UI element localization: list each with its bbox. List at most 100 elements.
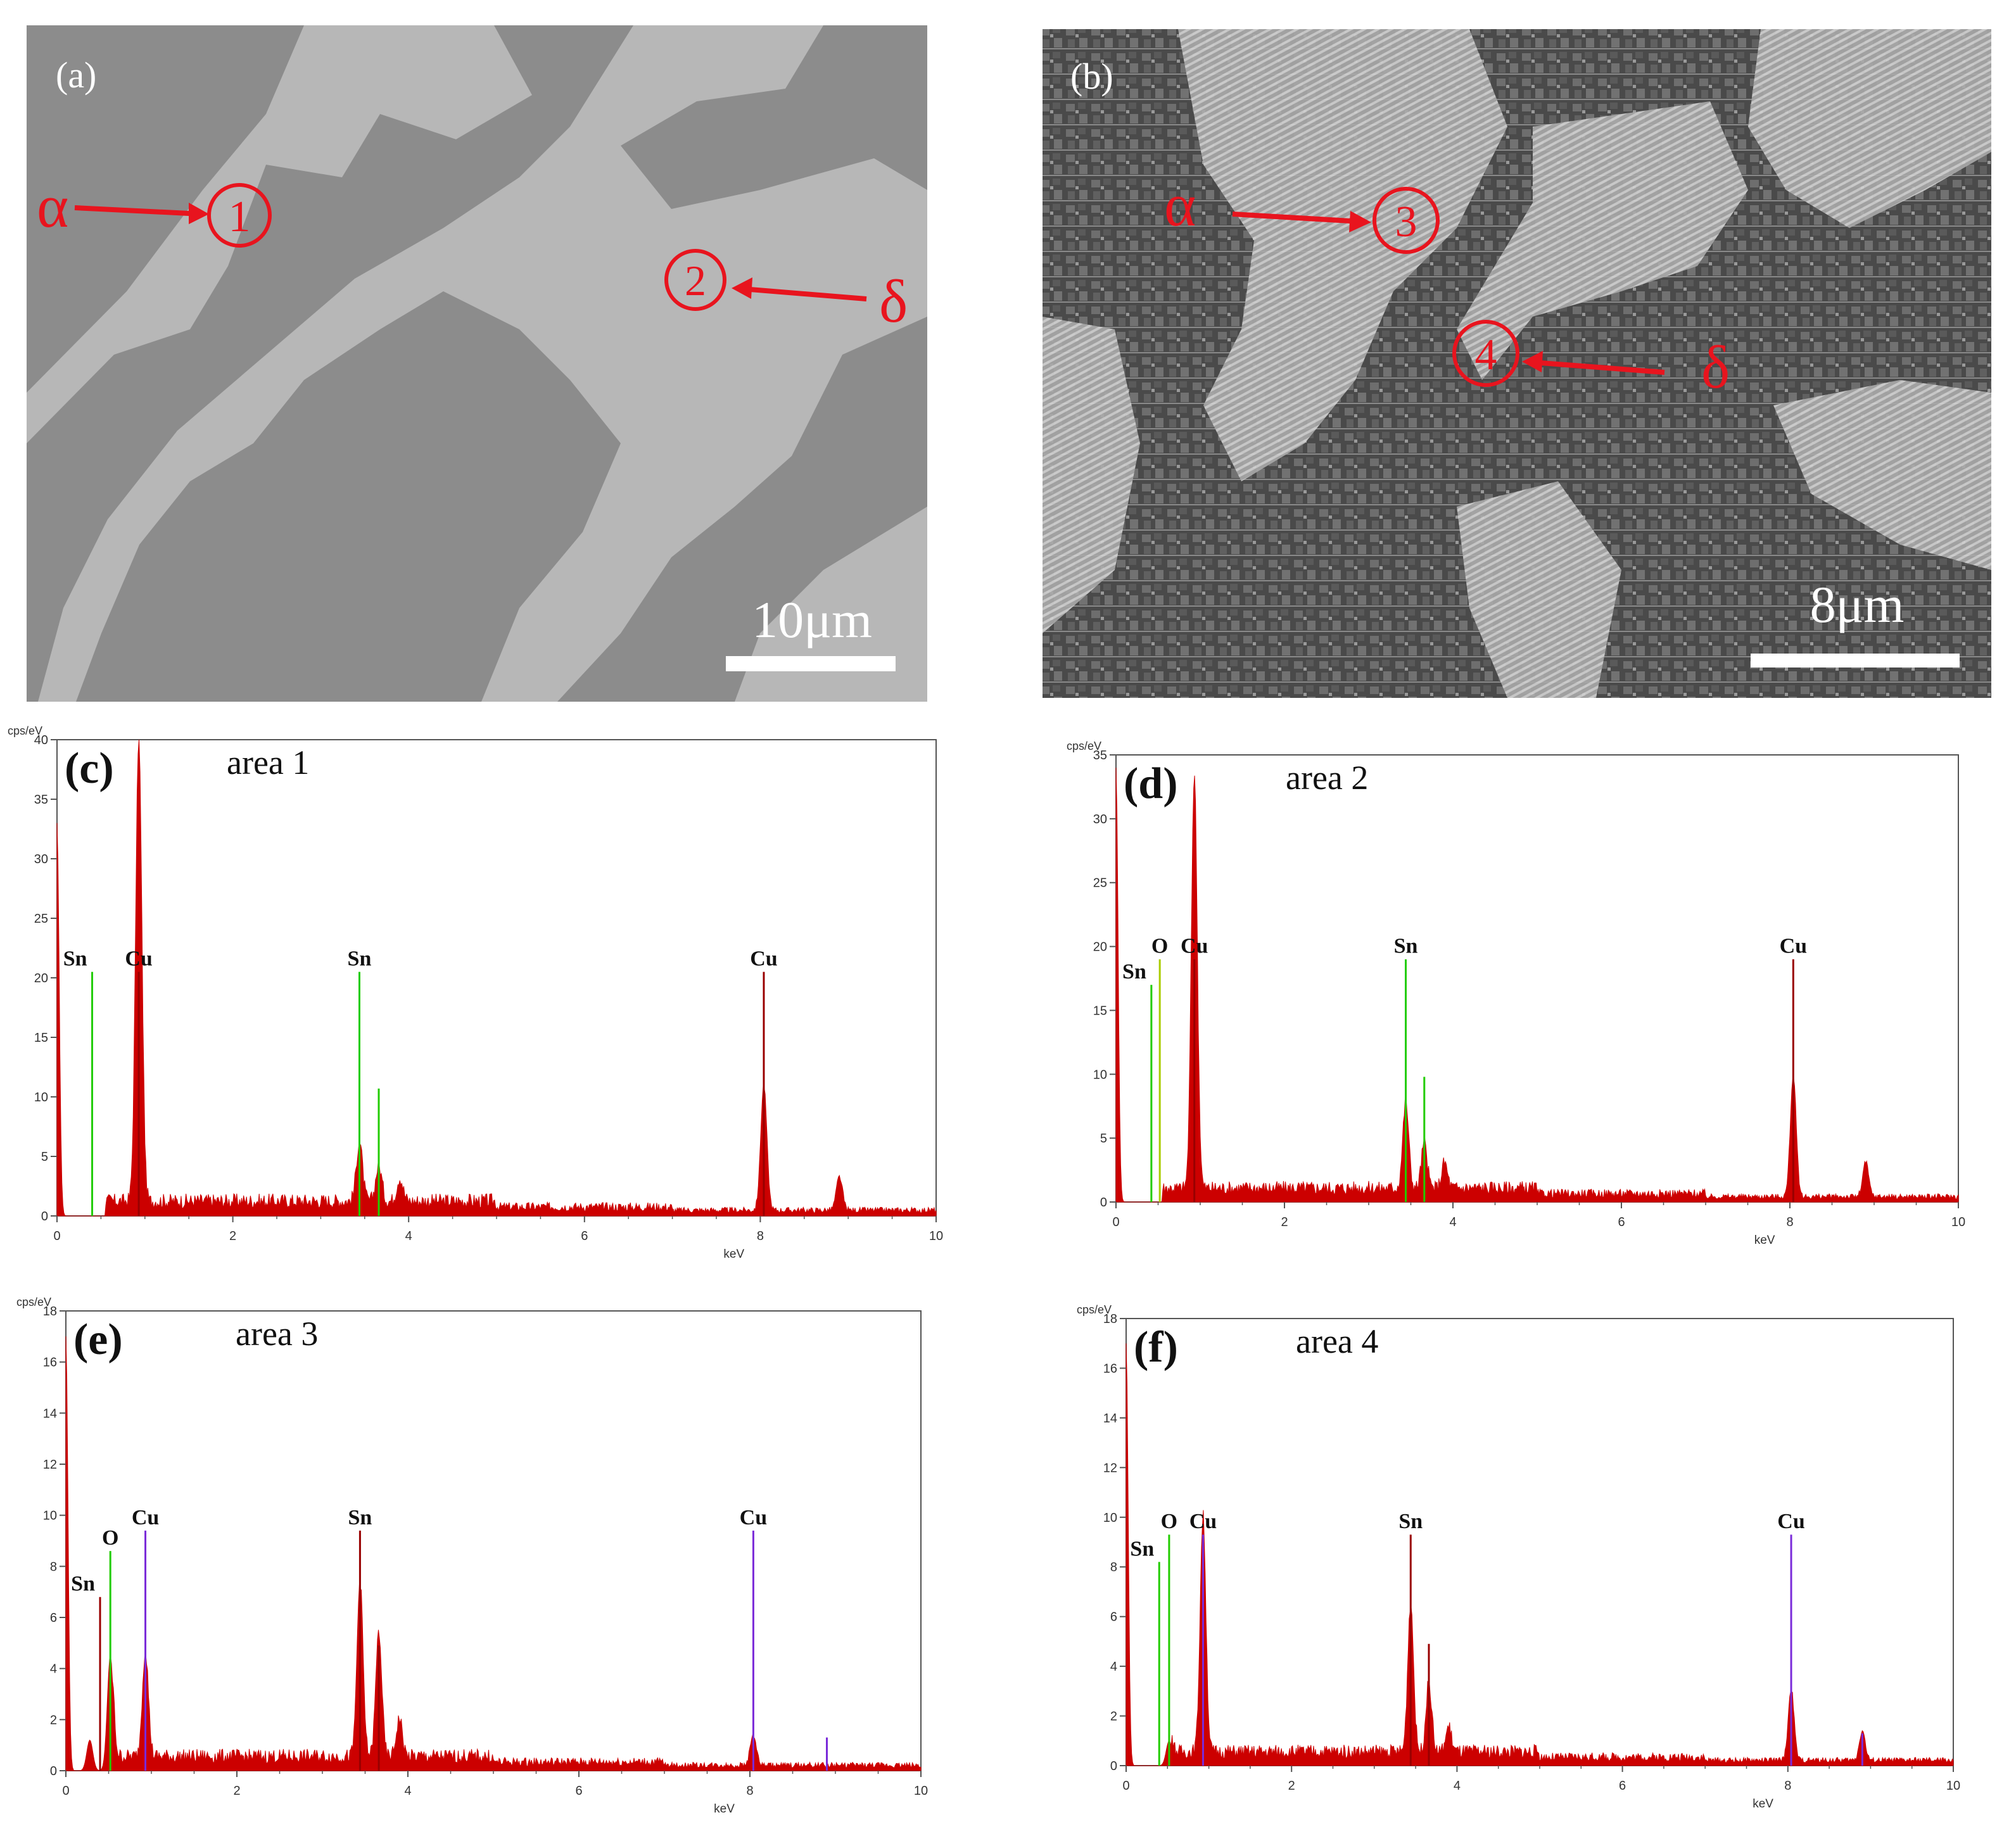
annotation-area-3: α 3 xyxy=(1164,171,1440,254)
micrograph-b: (b) α 3 4 δ 8μm xyxy=(1043,29,1991,698)
y-tick-label: 30 xyxy=(1093,813,1107,826)
y-tick-label: 6 xyxy=(1110,1610,1117,1624)
y-tick-label: 30 xyxy=(34,852,48,866)
arrow-head-area-4 xyxy=(1522,351,1543,372)
area-marker-number-4: 4 xyxy=(1475,331,1497,379)
plot-frame xyxy=(65,1310,922,1771)
x-tick-label: 0 xyxy=(53,1229,60,1243)
x-tick-label: 2 xyxy=(1288,1779,1295,1793)
y-tick-label: 15 xyxy=(34,1031,48,1045)
scale-bar-label-a: 10μm xyxy=(752,591,872,648)
x-tick-label: 4 xyxy=(404,1784,411,1798)
arrow-line-area-4 xyxy=(1532,360,1665,375)
x-tick-label: 0 xyxy=(1122,1779,1129,1793)
y-tick-label: 15 xyxy=(1093,1004,1107,1018)
panel-label: (c) xyxy=(65,744,114,793)
y-tick-label: 20 xyxy=(1093,940,1107,954)
element-label: Sn xyxy=(71,1572,95,1596)
arrow-line-area-3 xyxy=(1232,212,1362,224)
spectrum-chart-d: SnO Cu Sn Cu0 2 4 6 8 1005101520253035cps/eVkeV(… xyxy=(1067,740,1965,1247)
y-tick-label: 35 xyxy=(1093,749,1107,762)
arrow-head-area-1 xyxy=(189,203,209,224)
x-tick-label: 0 xyxy=(1112,1215,1119,1229)
spectrum-area xyxy=(56,739,937,1217)
arrow-line-area-1 xyxy=(74,205,202,217)
x-tick-label: 4 xyxy=(1454,1779,1461,1793)
panel-label: (f) xyxy=(1134,1323,1178,1372)
y-tick-label: 0 xyxy=(41,1210,48,1224)
x-axis-label: keV xyxy=(714,1802,735,1816)
y-tick-label: 12 xyxy=(1103,1461,1117,1475)
y-tick-label: 14 xyxy=(43,1407,57,1420)
chart-title: area 3 xyxy=(236,1315,318,1353)
y-tick-label: 0 xyxy=(50,1764,57,1778)
y-tick-label: 10 xyxy=(1093,1068,1107,1082)
chart-title: area 1 xyxy=(227,743,309,781)
y-tick-label: 4 xyxy=(50,1662,57,1676)
plot-frame xyxy=(1115,754,1959,1203)
y-tick-label: 8 xyxy=(1110,1560,1117,1574)
area-marker-circle-4 xyxy=(1452,320,1519,387)
area-marker-circle-2 xyxy=(664,249,726,311)
annotation-area-2: 2 δ xyxy=(664,249,908,335)
delta-phase-network xyxy=(27,25,927,702)
x-axis-label: keV xyxy=(1753,1797,1773,1811)
y-axis-unit-label: cps/eV xyxy=(1077,1303,1112,1316)
x-tick-label: 10 xyxy=(929,1229,943,1243)
x-tick-label: 4 xyxy=(1449,1215,1456,1229)
x-tick-label: 0 xyxy=(62,1784,69,1798)
x-tick-label: 6 xyxy=(1619,1779,1626,1793)
y-tick-label: 35 xyxy=(34,793,48,807)
striated-phase-regions xyxy=(1043,29,1991,698)
x-tick-label: 10 xyxy=(914,1784,928,1798)
y-tick-label: 12 xyxy=(43,1458,57,1472)
arrow-head-area-3 xyxy=(1349,211,1371,232)
chart-title: area 4 xyxy=(1296,1322,1378,1360)
area-marker-circle-3 xyxy=(1373,187,1440,254)
y-tick-label: 10 xyxy=(1103,1511,1117,1525)
plot-frame xyxy=(1125,1318,1954,1766)
x-tick-label: 8 xyxy=(1786,1215,1793,1229)
element-label: Sn xyxy=(348,1506,372,1529)
spectrum-area xyxy=(1125,1343,1954,1766)
chart-title: area 2 xyxy=(1286,759,1368,797)
element-label: Sn xyxy=(1394,935,1418,958)
area-marker-number-3: 3 xyxy=(1395,198,1417,246)
element-label: Sn xyxy=(348,947,372,971)
y-axis-unit-label: cps/eV xyxy=(16,1296,51,1308)
y-tick-label: 4 xyxy=(1110,1660,1117,1674)
element-label: Cu xyxy=(740,1506,767,1529)
y-axis-unit-label: cps/eV xyxy=(8,724,42,737)
y-tick-label: 0 xyxy=(1100,1196,1107,1210)
y-tick-label: 10 xyxy=(43,1509,57,1523)
annotation-area-1: α 1 xyxy=(37,172,272,248)
phase-symbol-delta-a: δ xyxy=(879,267,908,335)
area-marker-number-2: 2 xyxy=(685,256,706,305)
x-tick-label: 6 xyxy=(575,1784,582,1798)
element-label: Sn xyxy=(1130,1537,1154,1560)
element-label: O xyxy=(1151,935,1168,958)
x-tick-label: 4 xyxy=(405,1229,412,1243)
area-marker-number-1: 1 xyxy=(229,193,251,241)
y-tick-label: 8 xyxy=(50,1560,57,1574)
phase-symbol-delta-b: δ xyxy=(1701,333,1730,401)
panel-label-a: (a) xyxy=(56,54,96,96)
x-tick-label: 8 xyxy=(1784,1779,1791,1793)
x-tick-label: 8 xyxy=(757,1229,764,1243)
element-label: Cu xyxy=(1780,935,1807,958)
y-tick-label: 25 xyxy=(34,912,48,926)
y-tick-label: 14 xyxy=(1103,1412,1117,1426)
element-label: Cu xyxy=(1189,1510,1217,1533)
panel-label-b: (b) xyxy=(1070,56,1113,97)
scale-bar-label-b: 8μm xyxy=(1810,576,1905,633)
element-label: Cu xyxy=(1777,1510,1804,1533)
y-tick-label: 16 xyxy=(1103,1362,1117,1376)
y-tick-label: 0 xyxy=(1110,1759,1117,1773)
y-tick-label: 16 xyxy=(43,1356,57,1370)
area-marker-circle-1 xyxy=(207,183,272,248)
element-label: Cu xyxy=(132,1506,159,1529)
x-tick-label: 10 xyxy=(1946,1779,1960,1793)
y-tick-label: 2 xyxy=(1110,1710,1117,1724)
